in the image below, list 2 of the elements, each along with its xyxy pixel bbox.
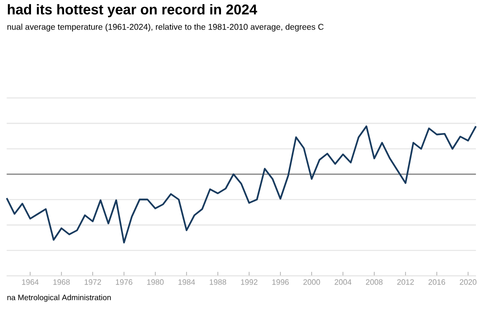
chart-title: had its hottest year on record in 2024 — [8, 4, 258, 18]
chart-subtitle: nual average temperature (1961-2024), relative to the 1981-2010 average, degrees C — [7, 24, 324, 32]
